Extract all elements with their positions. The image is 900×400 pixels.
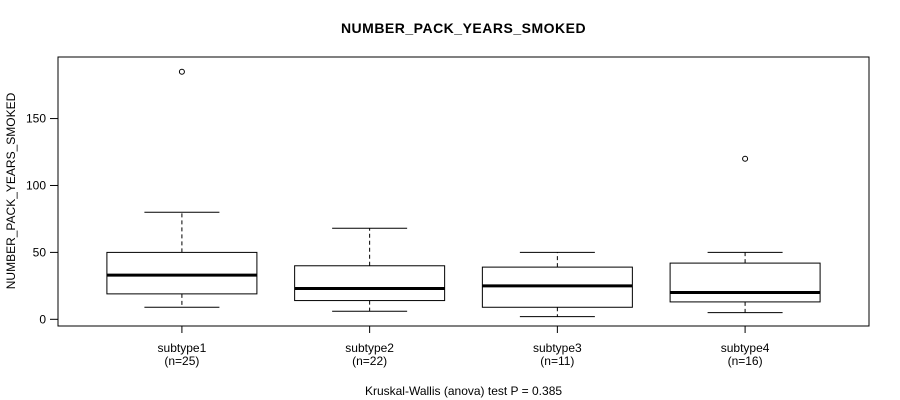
x-label-subtype3: subtype3 bbox=[533, 341, 582, 355]
y-tick-label: 0 bbox=[39, 312, 46, 326]
y-tick-label: 100 bbox=[26, 178, 46, 192]
x-label-subtype1: subtype1 bbox=[158, 341, 207, 355]
outlier-subtype1 bbox=[178, 68, 185, 75]
x-sublabel-subtype2: (n=22) bbox=[352, 354, 387, 368]
x-label-subtype2: subtype2 bbox=[345, 341, 394, 355]
stat-annotation: Kruskal-Wallis (anova) test P = 0.385 bbox=[364, 384, 563, 398]
y-tick-label: 150 bbox=[26, 112, 46, 126]
box-subtype2 bbox=[294, 265, 446, 302]
x-label-subtype4: subtype4 bbox=[721, 341, 770, 355]
outlier-subtype4 bbox=[742, 155, 749, 162]
box-subtype1 bbox=[106, 251, 258, 295]
y-tick-label: 50 bbox=[33, 245, 47, 259]
x-sublabel-subtype3: (n=11) bbox=[540, 354, 574, 368]
x-sublabel-subtype1: (n=25) bbox=[164, 354, 199, 368]
chart-title: NUMBER_PACK_YEARS_SMOKED bbox=[340, 20, 587, 36]
x-sublabel-subtype4: (n=16) bbox=[728, 354, 763, 368]
plot-frame bbox=[57, 56, 870, 327]
box-subtype4 bbox=[669, 262, 821, 303]
